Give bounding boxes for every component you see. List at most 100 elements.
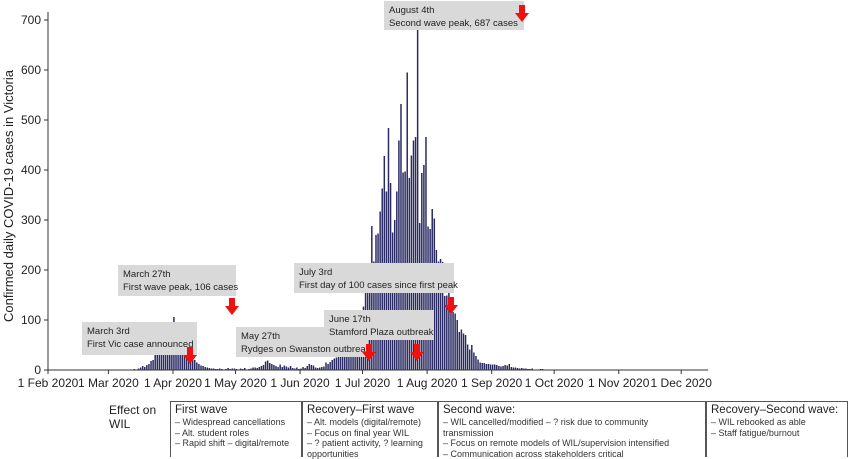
bar bbox=[439, 259, 442, 370]
callout: August 4th Second wave peak, 687 cases bbox=[384, 1, 529, 30]
bar bbox=[208, 368, 211, 370]
bar bbox=[268, 363, 271, 370]
bar bbox=[525, 368, 527, 370]
y-tick-label: 400 bbox=[21, 163, 41, 177]
bar bbox=[312, 365, 315, 370]
callout-text: First day of 100 cases since first peak bbox=[299, 280, 458, 291]
bar bbox=[314, 367, 317, 370]
y-tick-label: 0 bbox=[34, 363, 41, 377]
wil-item: Focus on final year WIL bbox=[307, 428, 433, 439]
bar bbox=[506, 365, 508, 370]
bar bbox=[210, 368, 213, 370]
bar bbox=[250, 368, 252, 370]
callout-text: Second wave peak, 687 cases bbox=[389, 18, 518, 29]
wil-item: Alt. student roles bbox=[175, 428, 297, 439]
callout-text: Stamford Plaza outbreak bbox=[329, 327, 434, 338]
callout-date: May 27th bbox=[241, 331, 280, 342]
bar bbox=[283, 365, 286, 370]
bar bbox=[139, 367, 142, 370]
bar bbox=[291, 368, 294, 370]
bar bbox=[375, 235, 377, 370]
bar bbox=[481, 363, 483, 370]
bar bbox=[452, 312, 454, 370]
bar bbox=[304, 368, 306, 370]
bar bbox=[343, 347, 346, 370]
callout-box bbox=[294, 263, 454, 293]
bar bbox=[487, 364, 490, 370]
red-down-arrow-icon bbox=[515, 5, 529, 22]
bar bbox=[475, 356, 477, 370]
bar bbox=[435, 250, 438, 370]
bar bbox=[331, 360, 333, 370]
bar bbox=[508, 364, 511, 370]
bar bbox=[450, 310, 452, 370]
callout-box bbox=[118, 265, 236, 296]
bar bbox=[212, 368, 215, 370]
red-down-arrow-icon bbox=[410, 344, 424, 361]
bar bbox=[418, 223, 421, 370]
bar bbox=[516, 368, 519, 370]
callout: March 27th First wave peak, 106 cases bbox=[118, 265, 239, 315]
wil-phase-items: WIL cancelled/modified – ? risk due to c… bbox=[443, 417, 701, 459]
bar bbox=[448, 279, 450, 370]
wil-phase-title: Recovery–First wave bbox=[307, 404, 415, 416]
x-tick-label: 1 Sep 2020 bbox=[461, 376, 523, 390]
bar bbox=[496, 365, 498, 370]
y-tick-label: 500 bbox=[21, 113, 41, 127]
bar bbox=[500, 366, 502, 370]
bar bbox=[148, 364, 150, 370]
wil-item: Widespread cancellations bbox=[175, 417, 297, 428]
bar bbox=[514, 367, 517, 370]
bar bbox=[158, 350, 161, 370]
callout-box bbox=[324, 310, 434, 340]
bar bbox=[306, 366, 308, 370]
bar bbox=[181, 342, 184, 370]
callout-date: June 17th bbox=[329, 314, 371, 325]
wil-item: Communication across stakeholders critic… bbox=[443, 449, 701, 459]
red-down-arrow-icon bbox=[444, 297, 458, 314]
bar bbox=[414, 137, 417, 370]
callout: July 3rd First day of 100 cases since fir… bbox=[294, 263, 458, 314]
bar bbox=[200, 365, 202, 370]
bar bbox=[137, 368, 140, 370]
bar bbox=[146, 365, 148, 370]
bar bbox=[287, 367, 290, 370]
bar bbox=[141, 366, 144, 370]
x-tick-label: 1 Jun 2020 bbox=[270, 376, 330, 390]
bar bbox=[273, 365, 275, 370]
x-tick-label: 1 Apr 2020 bbox=[144, 376, 202, 390]
bar bbox=[296, 367, 298, 370]
bar bbox=[187, 355, 190, 370]
bar bbox=[398, 140, 400, 370]
y-tick-label: 200 bbox=[21, 263, 41, 277]
y-tick-label: 300 bbox=[21, 213, 41, 227]
bar bbox=[233, 368, 236, 370]
bar bbox=[258, 367, 261, 370]
bar bbox=[377, 233, 379, 370]
bar bbox=[523, 368, 525, 370]
callout-box bbox=[82, 322, 197, 355]
bar bbox=[227, 368, 229, 370]
bar bbox=[489, 364, 492, 370]
bar bbox=[279, 364, 281, 370]
bar bbox=[206, 367, 209, 370]
bar bbox=[391, 232, 394, 370]
bar bbox=[410, 155, 413, 370]
callout-date: July 3rd bbox=[299, 267, 332, 278]
bar bbox=[518, 368, 521, 370]
bar bbox=[479, 362, 481, 370]
bar bbox=[429, 229, 431, 370]
bar bbox=[425, 137, 427, 370]
bar bbox=[189, 356, 192, 370]
bar bbox=[531, 368, 533, 370]
bar bbox=[156, 352, 159, 370]
bar bbox=[454, 313, 456, 370]
wil-phase-recovery-second-wave: Recovery–Second wave: WIL rebooked as ab… bbox=[706, 401, 848, 457]
bar bbox=[412, 140, 415, 370]
bar bbox=[393, 220, 396, 370]
x-tick-label: 1 Feb 2020 bbox=[18, 376, 79, 390]
bar bbox=[456, 320, 458, 370]
bar bbox=[191, 359, 194, 370]
effect-on-wil-label: Effect on WIL bbox=[109, 403, 157, 431]
callout-text: Rydges on Swanston outbreak bbox=[241, 344, 371, 355]
